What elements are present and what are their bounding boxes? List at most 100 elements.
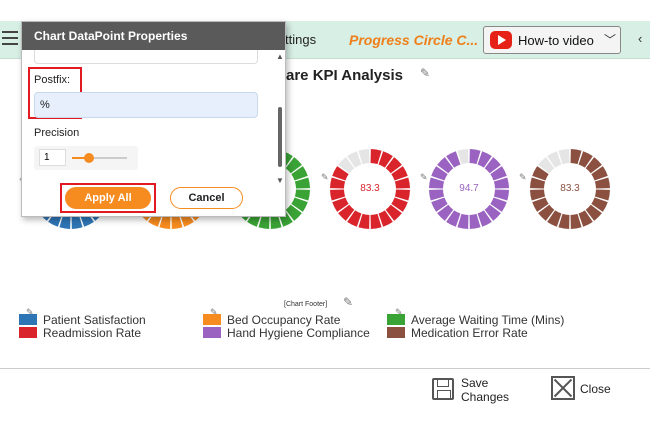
floppy-disk-icon [432, 378, 454, 400]
donut-4[interactable]: 83.3 [329, 148, 411, 230]
edit-donut-pencil-icon[interactable]: ✎ [321, 172, 329, 182]
edit-donut-pencil-icon[interactable]: ✎ [519, 172, 527, 182]
donut-segment [171, 213, 183, 229]
donut-value-label: 94.7 [459, 183, 479, 194]
donut-segment [547, 210, 562, 227]
chevron-left-icon[interactable]: ‹ [638, 31, 643, 46]
donut-segment [391, 166, 408, 181]
donut-segment [558, 149, 570, 165]
apply-all-button[interactable]: Apply All [65, 187, 151, 209]
apply-all-highlight [60, 183, 156, 213]
donut-segment [469, 149, 481, 165]
donut-segment [484, 157, 501, 174]
previous-field[interactable] [34, 50, 258, 64]
donut-segment [558, 213, 570, 229]
hamburger-menu-icon[interactable] [2, 31, 18, 45]
save-changes-label: Save Changes [461, 376, 510, 404]
donut-segment [391, 197, 408, 212]
donut-segment [330, 177, 346, 189]
edit-donut-pencil-icon[interactable]: ✎ [420, 172, 428, 182]
donut-segment [547, 151, 562, 168]
donut-segment [538, 204, 555, 221]
donut-segment [437, 157, 454, 174]
dialog-scrollbar[interactable]: ▲ ▼ [275, 50, 285, 216]
donut-segment [285, 204, 302, 221]
donut-segment [159, 213, 171, 229]
donut-segment [394, 189, 410, 201]
scroll-down-icon[interactable]: ▼ [276, 176, 284, 185]
legend-label: Hand Hygiene Compliance [227, 326, 370, 340]
save-changes-button[interactable]: Save Changes [430, 375, 520, 405]
donut-segment [585, 204, 602, 221]
donut-segment [358, 149, 370, 165]
edit-footer-pencil-icon[interactable]: ✎ [343, 295, 354, 309]
postfix-input[interactable] [34, 92, 258, 118]
settings-tab-label[interactable]: ttings [285, 32, 317, 47]
donut-segment [258, 213, 270, 229]
donut-segment [493, 189, 509, 201]
howto-video-button[interactable]: How-to video ﹀ [483, 26, 621, 54]
donut-5[interactable]: 94.7 [428, 148, 510, 230]
bottom-divider [0, 368, 650, 369]
precision-slider-track[interactable] [72, 157, 127, 159]
legend-item[interactable]: Hand Hygiene Compliance [203, 326, 403, 340]
donut-segment [347, 210, 362, 227]
donut-segment [457, 149, 469, 165]
dialog-header[interactable]: Chart DataPoint Properties [22, 22, 285, 50]
legend-item[interactable]: Average Waiting Time (Mins) [387, 313, 587, 327]
donut-segment [484, 204, 501, 221]
dialog-title: Chart DataPoint Properties [34, 29, 188, 43]
donut-segment [370, 213, 382, 229]
edit-legend-pencil-icon[interactable]: ✎ [210, 307, 218, 317]
donut-segment [477, 151, 492, 168]
donut-segment [570, 149, 582, 165]
donut-value-label: 83.3 [360, 183, 380, 194]
donut-segment [594, 177, 610, 189]
scroll-up-icon[interactable]: ▲ [276, 52, 284, 61]
donut-segment [338, 204, 355, 221]
cancel-button[interactable]: Cancel [170, 187, 243, 209]
donut-segment [291, 197, 308, 212]
edit-legend-pencil-icon[interactable]: ✎ [395, 307, 403, 317]
legend-item[interactable]: Readmission Rate [19, 326, 219, 340]
donut-6[interactable]: 83.3 [529, 148, 611, 230]
legend-item[interactable]: Patient Satisfaction [19, 313, 219, 327]
donut-segment [437, 204, 454, 221]
donut-segment [71, 213, 83, 229]
donut-segment [570, 213, 582, 229]
donut-value-label: 83.3 [560, 183, 580, 194]
youtube-icon [490, 31, 512, 49]
donut-segment [294, 177, 310, 189]
donut-segment [332, 166, 349, 181]
postfix-label: Postfix: [34, 74, 71, 86]
donut-segment [370, 149, 382, 165]
chart-title[interactable]: are KPI Analysis [286, 67, 404, 84]
donut-segment [457, 213, 469, 229]
donut-segment [378, 210, 393, 227]
edit-title-pencil-icon[interactable]: ✎ [420, 66, 431, 80]
legend-item[interactable]: Bed Occupancy Rate [203, 313, 403, 327]
precision-slider-thumb[interactable] [84, 153, 94, 163]
donut-segment [493, 177, 509, 189]
donut-segment [294, 189, 310, 201]
chevron-down-icon: ﹀ [604, 33, 617, 47]
donut-segment [338, 157, 355, 174]
chart-footer[interactable]: [Chart Footer] [284, 301, 328, 308]
precision-control [34, 146, 138, 170]
scrollbar-thumb[interactable] [278, 107, 282, 167]
close-button[interactable]: Close [551, 376, 621, 402]
donut-segment [477, 210, 492, 227]
legend-item[interactable]: Medication Error Rate [387, 326, 587, 340]
donut-segment [538, 157, 555, 174]
legend-label: Bed Occupancy Rate [227, 313, 341, 327]
edit-legend-pencil-icon[interactable]: ✎ [26, 307, 34, 317]
donut-segment [385, 204, 402, 221]
donut-segment [591, 197, 608, 212]
legend-swatch [19, 327, 37, 338]
donut-segment [578, 151, 593, 168]
precision-input[interactable] [39, 149, 66, 166]
donut-segment [347, 151, 362, 168]
donut-segment [429, 177, 445, 189]
donut-segment [385, 157, 402, 174]
donut-segment [285, 157, 302, 174]
